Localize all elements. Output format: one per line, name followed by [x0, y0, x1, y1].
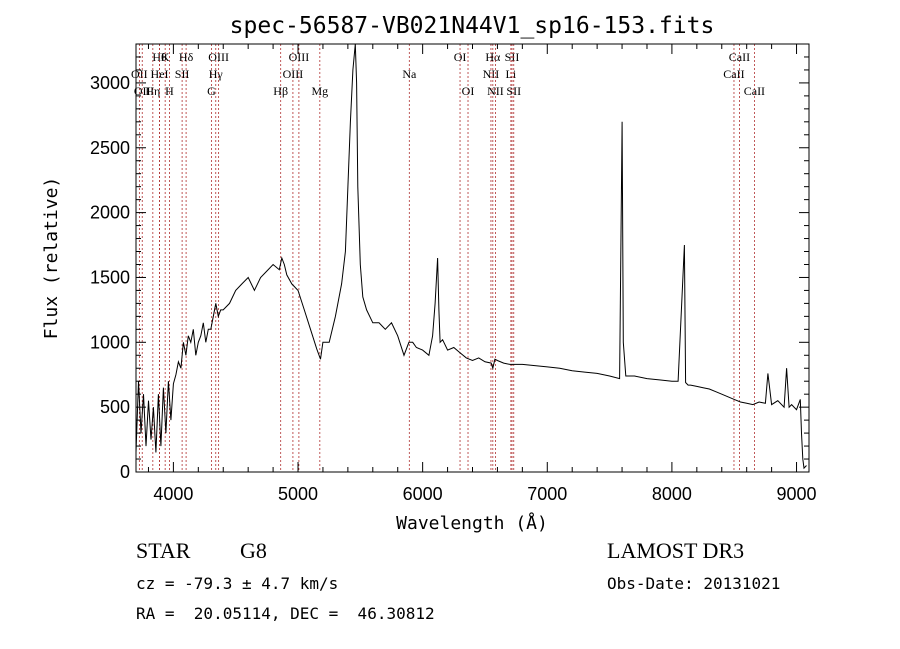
- x-tick-label: 9000: [777, 484, 817, 504]
- spectral-line-label: NII: [483, 67, 500, 81]
- y-tick-label: 0: [120, 462, 130, 482]
- spectral-line-label: OIII: [289, 50, 310, 64]
- spectral-line-label: SII: [505, 50, 520, 64]
- x-tick-label: 6000: [403, 484, 443, 504]
- y-tick-label: 2000: [90, 203, 130, 223]
- coordinates: RA = 20.05114, DEC = 46.30812: [136, 604, 435, 623]
- y-tick-label: 1500: [90, 267, 130, 287]
- y-tick-label: 1000: [90, 332, 130, 352]
- spectral-line-label: G: [207, 84, 216, 98]
- object-subclass: G8: [240, 538, 267, 563]
- redshift-velocity: cz = -79.3 ± 4.7 km/s: [136, 574, 339, 593]
- y-tick-label: 3000: [90, 73, 130, 93]
- spectral-line-label: OII: [131, 67, 148, 81]
- survey-name: LAMOST DR3: [607, 538, 745, 563]
- x-axis-label: Wavelength (Å): [396, 512, 548, 534]
- chart-title: spec-56587-VB021N44V1_sp16-153.fits: [230, 13, 715, 39]
- spectral-line-label: CaII: [744, 84, 765, 98]
- spectral-line-label: CaII: [723, 67, 744, 81]
- spectral-line-label: Hγ: [209, 67, 224, 81]
- spectral-line-label: NII: [487, 84, 504, 98]
- spectral-line-label: OIII: [283, 67, 304, 81]
- spectral-line-label: Li: [506, 67, 517, 81]
- axis-ticks: 4000 5000 6000 7000 8000 9000 0 500 1000 1500 2000…: [90, 44, 817, 504]
- observation-date: Obs-Date: 20131021: [607, 574, 781, 593]
- spectral-line-label: OI: [454, 50, 467, 64]
- spectral-line-label: OI: [462, 84, 475, 98]
- plot-frame: [135, 43, 810, 473]
- x-tick-label: 8000: [652, 484, 692, 504]
- spectral-line-label: HeI: [151, 67, 169, 81]
- spectral-line-label: Hβ: [273, 84, 288, 98]
- spectrum-series: [135, 43, 807, 470]
- y-tick-label: 2500: [90, 138, 130, 158]
- spectral-line-label: Hα: [485, 50, 501, 64]
- spectral-lines: OIIOIIHηHθHeIKHSIIHδGHγOIIIHβOIIIOIIIMgN…: [131, 44, 765, 472]
- spectral-line-label: Hη: [145, 84, 160, 98]
- x-tick-label: 5000: [278, 484, 318, 504]
- spectral-line-label: Mg: [311, 84, 328, 98]
- spectral-line-label: H: [165, 84, 174, 98]
- spectral-line-label: CaII: [729, 50, 750, 64]
- spectral-line-label: SII: [175, 67, 190, 81]
- spectral-line-label: OII: [134, 84, 151, 98]
- spectral-line-label: K: [161, 50, 170, 64]
- spectral-line-label: SII: [506, 84, 521, 98]
- y-tick-label: 500: [100, 397, 130, 417]
- spectral-line-label: Na: [402, 67, 417, 81]
- y-axis-label: Flux (relative): [41, 177, 62, 340]
- x-tick-label: 4000: [153, 484, 193, 504]
- spectral-line-label: OIII: [208, 50, 229, 64]
- spectral-line-label: Hδ: [179, 50, 194, 64]
- x-tick-label: 7000: [527, 484, 567, 504]
- object-class: STAR: [136, 538, 191, 563]
